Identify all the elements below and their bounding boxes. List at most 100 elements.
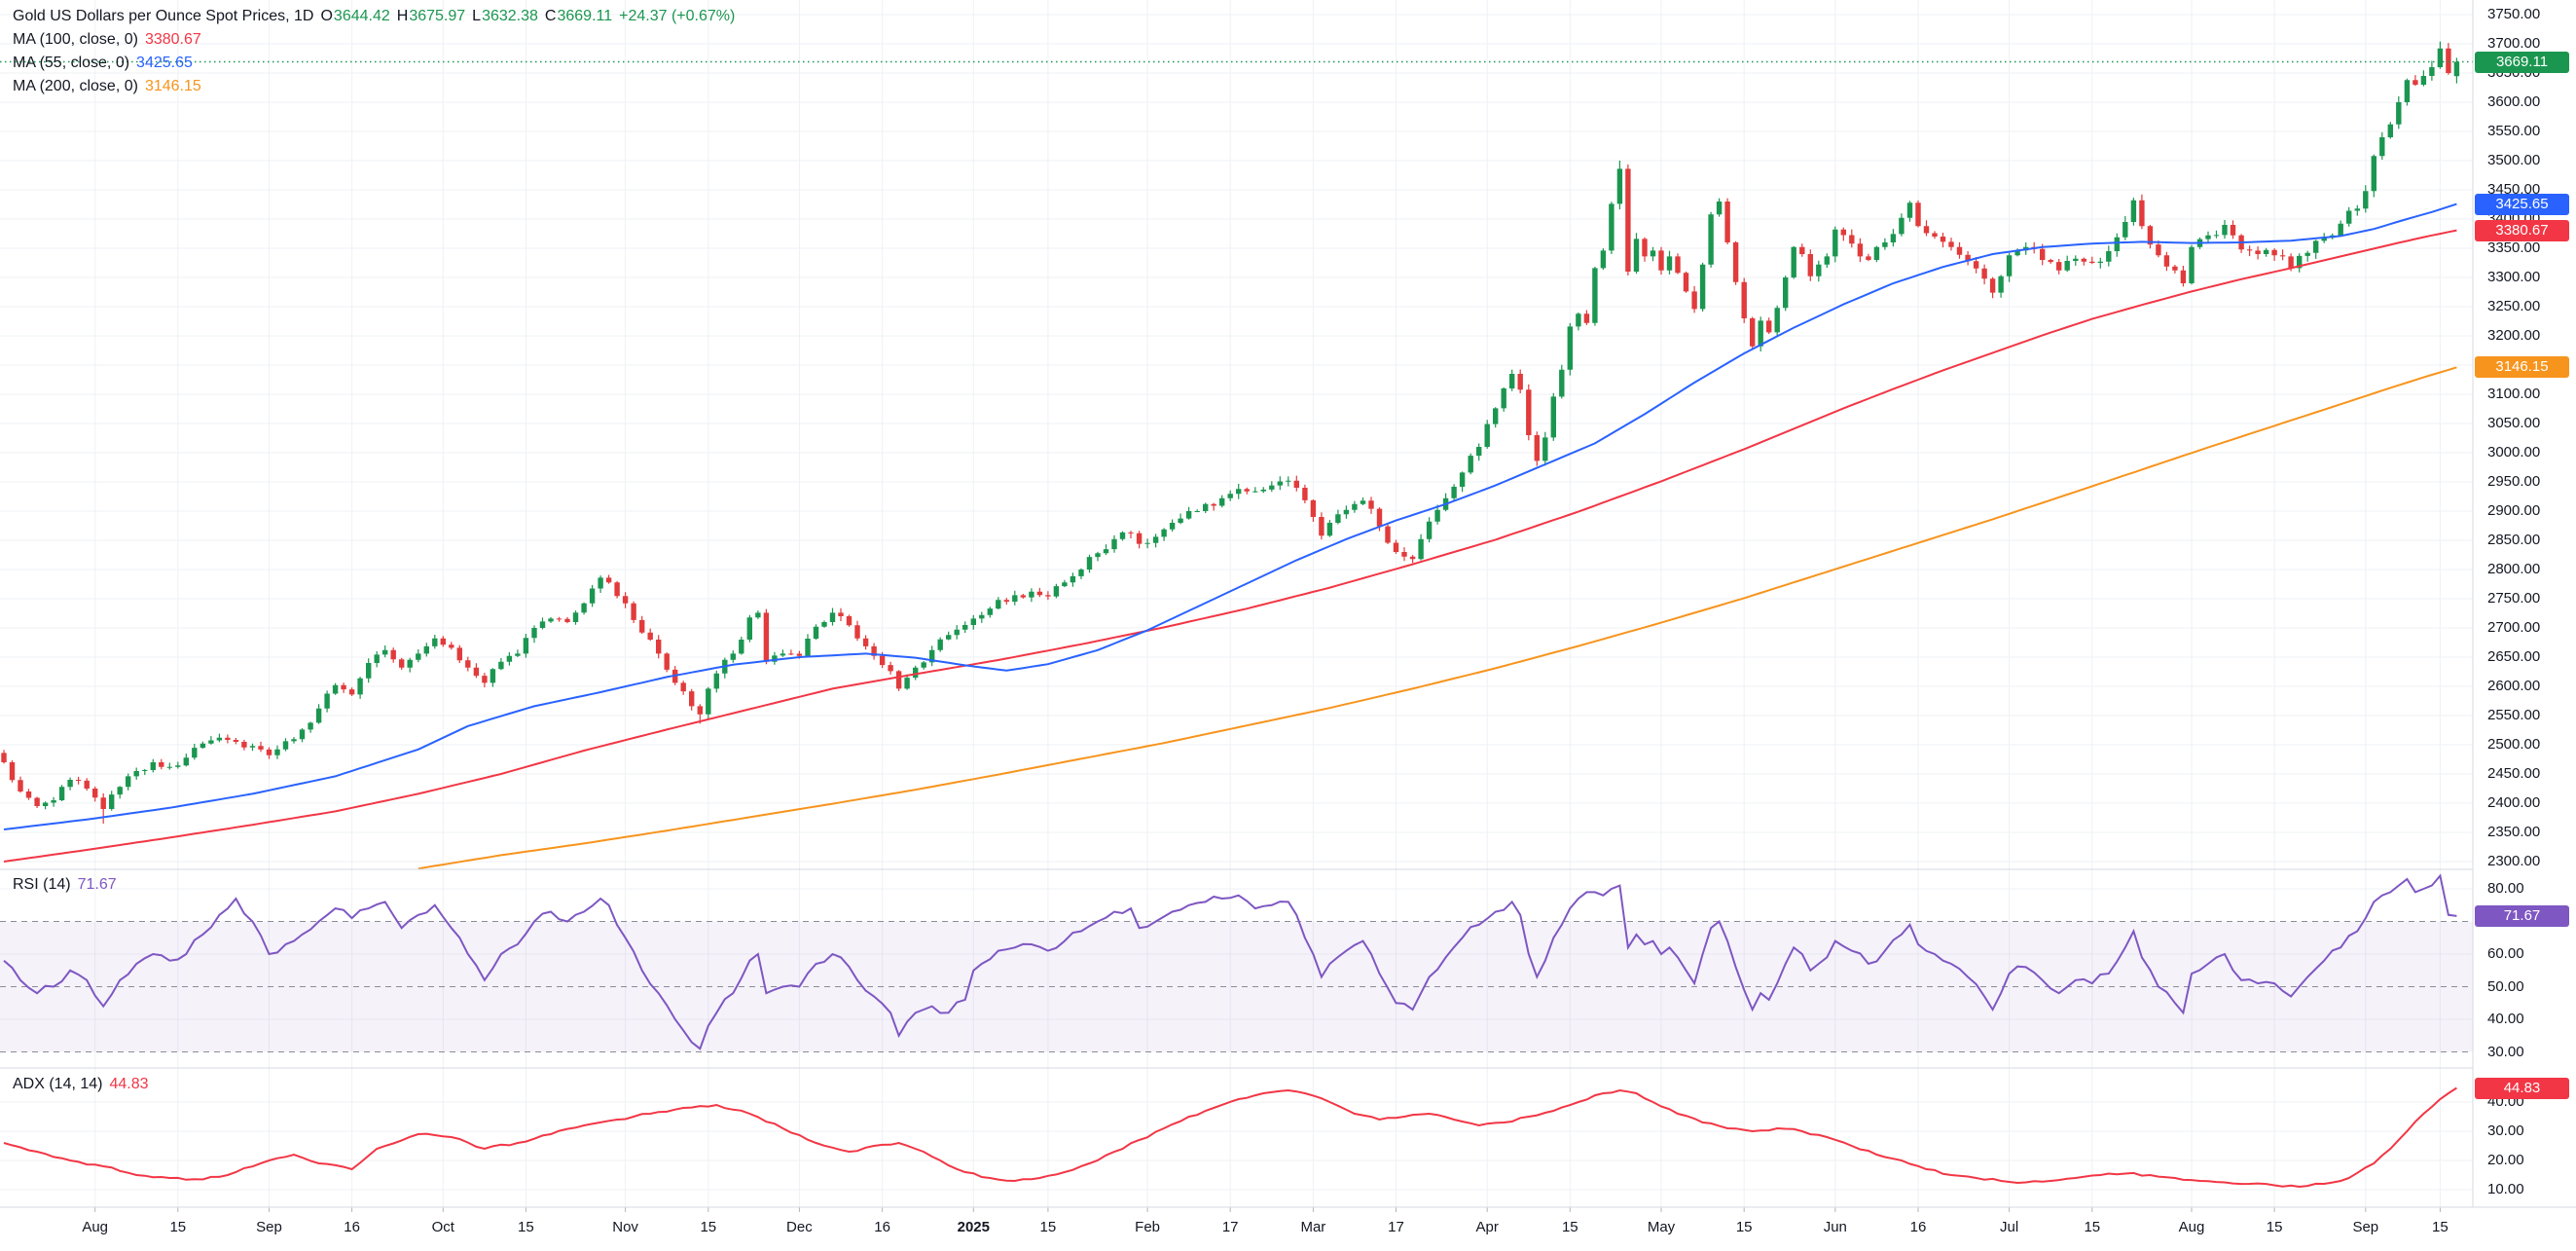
ohlc-high-key: H	[396, 8, 409, 24]
ohlc-low: L 3632.38	[472, 8, 538, 25]
ma100-line	[3, 229, 2457, 863]
price-axis-label: 3550.00	[2487, 123, 2541, 139]
price-axis-label: 2700.00	[2487, 619, 2541, 636]
price-value-badge: 3380.67	[2475, 219, 2569, 241]
rsi-level-lines	[0, 921, 2473, 1052]
time-axis[interactable]	[0, 1207, 2576, 1251]
price-axis-label: 3350.00	[2487, 239, 2541, 256]
adx-value: 44.83	[109, 1076, 149, 1092]
time-axis-label: Mar	[1300, 1219, 1326, 1235]
price-axis-label: 3500.00	[2487, 152, 2541, 168]
price-axis-label: 3100.00	[2487, 386, 2541, 402]
time-axis-label: 2025	[957, 1219, 990, 1235]
rsi-axis-label: 50.00	[2487, 977, 2524, 995]
ma55-line	[3, 202, 2457, 830]
ohlc-open-key: O	[320, 8, 333, 24]
price-axis-label: 2950.00	[2487, 473, 2541, 490]
time-axis-label: 15	[2084, 1219, 2101, 1235]
candles	[1, 41, 2460, 824]
price-axis-label: 2600.00	[2487, 678, 2541, 694]
time-axis-label: 16	[344, 1219, 360, 1235]
ohlc-high-value: 3675.97	[409, 8, 466, 24]
legend-main-series[interactable]: Gold US Dollars per Ounce Spot Prices, 1…	[13, 8, 735, 25]
price-value-badge: 3425.65	[2475, 193, 2569, 215]
time-axis-label: Aug	[82, 1219, 109, 1235]
time-axis-label: Jun	[1823, 1219, 1847, 1235]
ma200-line	[417, 366, 2457, 870]
ma200-value: 3146.15	[144, 78, 201, 94]
time-axis-label: Feb	[1135, 1219, 1161, 1235]
time-axis-label: Nov	[612, 1219, 638, 1235]
price-axis-label: 2400.00	[2487, 794, 2541, 811]
chart-title: Gold US Dollars per Ounce Spot Prices, 1…	[13, 8, 314, 24]
ohlc-high: H 3675.97	[397, 8, 465, 25]
grid-lines	[0, 0, 2473, 1212]
time-axis-label: 15	[1039, 1219, 1057, 1235]
ohlc-open-value: 3644.42	[333, 8, 390, 24]
ohlc-low-key: L	[472, 8, 482, 24]
price-axis-label: 3750.00	[2487, 6, 2541, 22]
ohlc-close-key: C	[544, 8, 557, 24]
time-axis-label: 15	[518, 1219, 534, 1235]
price-axis-label: 2750.00	[2487, 590, 2541, 607]
time-axis-label: Apr	[1475, 1219, 1499, 1235]
price-axis-label: 3700.00	[2487, 35, 2541, 52]
ohlc-low-value: 3632.38	[482, 8, 538, 24]
price-axis-label: 2650.00	[2487, 648, 2541, 665]
ma100-value: 3380.67	[144, 31, 201, 48]
price-value-badge: 3146.15	[2475, 356, 2569, 379]
price-axis-label: 2500.00	[2487, 736, 2541, 753]
price-axis-label: 2850.00	[2487, 532, 2541, 548]
pane-separators	[0, 0, 2576, 1208]
ma55-label: MA (55, close, 0)	[13, 55, 130, 71]
time-axis-label: May	[1647, 1219, 1676, 1235]
price-axis-label: 3300.00	[2487, 269, 2541, 285]
ma200-label: MA (200, close, 0)	[13, 78, 138, 94]
time-axis-label: Oct	[431, 1219, 454, 1235]
time-axis-label: 15	[2432, 1219, 2449, 1235]
rsi-line	[3, 873, 2457, 1050]
price-axis-label: 2900.00	[2487, 502, 2541, 519]
rsi-axis-label: 30.00	[2487, 1043, 2524, 1060]
legend-ma200[interactable]: MA (200, close, 0) 3146.15	[13, 78, 201, 95]
time-axis-label: 16	[874, 1219, 890, 1235]
price-axis-label: 3050.00	[2487, 415, 2541, 431]
adx-label: ADX (14, 14)	[13, 1076, 103, 1092]
price-axis-label: 2800.00	[2487, 561, 2541, 577]
rsi-label: RSI (14)	[13, 876, 71, 893]
legend-adx[interactable]: ADX (14, 14) 44.83	[13, 1076, 149, 1093]
ohlc-open: O 3644.42	[320, 8, 389, 25]
time-axis-label: 15	[1735, 1219, 1753, 1235]
time-axis-label: 15	[2266, 1219, 2283, 1235]
ohlc-close-value: 3669.11	[557, 8, 613, 24]
time-axis-label: 16	[1909, 1219, 1927, 1235]
legend-ma100[interactable]: MA (100, close, 0) 3380.67	[13, 31, 201, 49]
price-axis[interactable]	[2473, 0, 2576, 1207]
price-axis-label: 3200.00	[2487, 327, 2541, 344]
adx-line	[3, 1086, 2457, 1189]
rsi-value-badge: 71.67	[2475, 904, 2569, 927]
rsi-axis-label: 60.00	[2487, 945, 2524, 962]
time-axis-label: 17	[1221, 1219, 1239, 1235]
time-axis-label: Jul	[2000, 1219, 2019, 1235]
rsi-value: 71.67	[77, 876, 117, 893]
price-axis-label: 3000.00	[2487, 444, 2541, 460]
rsi-axis-label: 80.00	[2487, 880, 2524, 897]
price-change: +24.37 (+0.67%)	[619, 8, 736, 24]
rsi-axis-label: 40.00	[2487, 1011, 2524, 1027]
price-axis-label: 2550.00	[2487, 707, 2541, 723]
price-value-badge: 3669.11	[2475, 51, 2569, 73]
legend-ma55[interactable]: MA (55, close, 0) 3425.65	[13, 55, 193, 72]
price-axis-label: 2300.00	[2487, 853, 2541, 869]
time-axis-label: 15	[1561, 1219, 1578, 1235]
time-axis-label: 15	[700, 1219, 717, 1235]
adx-axis-label: 30.00	[2487, 1122, 2524, 1139]
ohlc-close: C 3669.11	[545, 8, 612, 25]
price-axis-label: 3600.00	[2487, 93, 2541, 110]
legend-rsi[interactable]: RSI (14) 71.67	[13, 876, 117, 894]
ma100-label: MA (100, close, 0)	[13, 31, 138, 48]
adx-value-badge: 44.83	[2475, 1077, 2569, 1099]
time-axis-label: Dec	[786, 1219, 813, 1235]
